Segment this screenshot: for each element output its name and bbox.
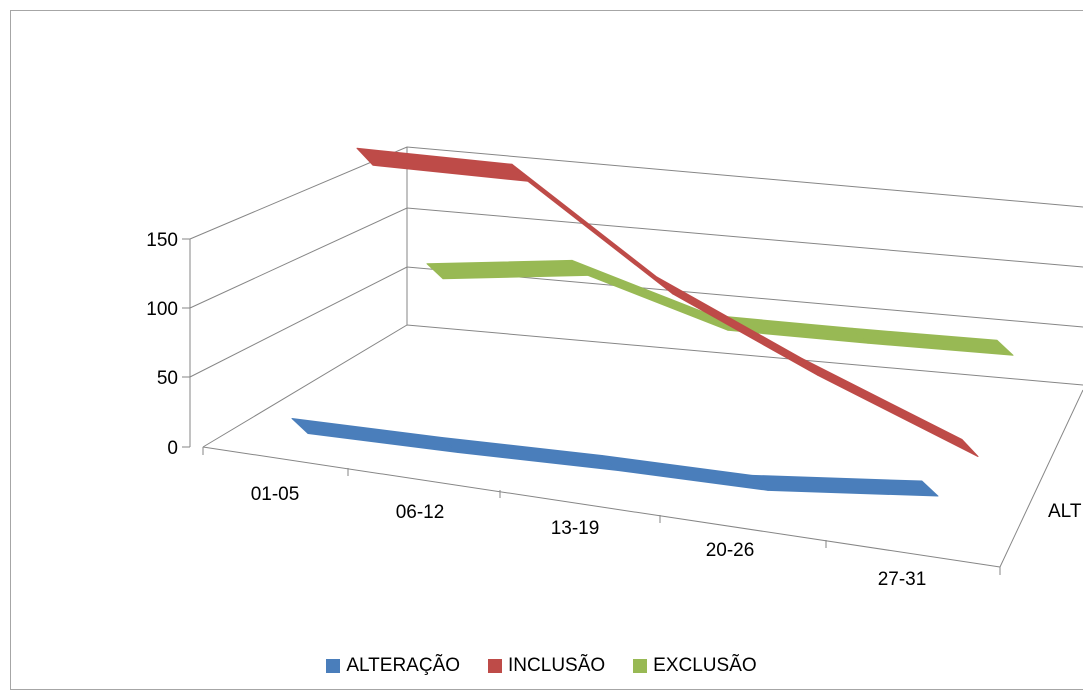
series-segment (751, 474, 939, 497)
x-axis-ticks: 01-05 06-12 13-19 20-26 27-31 (202, 447, 1001, 590)
series-segment (601, 454, 769, 491)
depth-axis-line (999, 389, 1083, 568)
gridline (189, 146, 1083, 240)
depth-axis-label: ALT (1048, 501, 1082, 522)
x-tick-label: 13-19 (551, 518, 600, 539)
x-tick-label: 20-26 (706, 540, 755, 561)
gridline (189, 266, 1083, 378)
series-segment (441, 436, 619, 471)
legend-item: EXCLUSÃO (633, 655, 757, 677)
series-ribbons (291, 147, 1014, 497)
x-tick-label: 01-05 (251, 484, 300, 505)
series-segment (851, 327, 1014, 356)
legend-label: EXCLUSÃO (653, 655, 757, 676)
legend-swatch (326, 659, 341, 673)
y-tick-label: 50 (157, 368, 178, 389)
series-segment (291, 417, 459, 453)
legend-label: INCLUSÃO (508, 655, 606, 676)
legend-label: ALTERAÇÃO (346, 655, 461, 676)
y-axis-ticks: 0 50 100 150 (146, 230, 190, 459)
series-segment (571, 259, 729, 331)
y-tick-label: 0 (167, 438, 178, 459)
x-tick-label: 06-12 (396, 502, 445, 523)
gridlines (189, 146, 1083, 568)
y-tick-label: 100 (146, 299, 178, 320)
y-tick-label: 150 (146, 230, 178, 251)
chart-frame (10, 10, 1083, 690)
legend-item: INCLUSÃO (488, 655, 605, 677)
legend-swatch (488, 659, 503, 673)
legend-swatch (633, 659, 648, 673)
x-axis-line (202, 446, 1001, 568)
series-segment (426, 259, 589, 280)
legend-item: ALTERAÇÃO (326, 655, 460, 677)
x-tick-label: 27-31 (878, 569, 927, 590)
series-segment (801, 357, 979, 457)
series-segment (356, 147, 529, 182)
legend: ALTERAÇÃO INCLUSÃO EXCLUSÃO (0, 655, 1083, 679)
